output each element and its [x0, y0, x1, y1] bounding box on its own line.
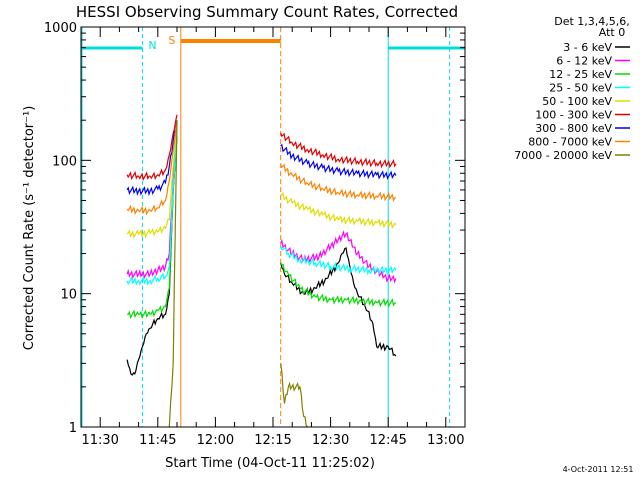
series-7000-20000-kev — [168, 120, 309, 428]
series-6-12-kev — [126, 129, 397, 284]
series-line-300-800-kev — [126, 120, 178, 197]
x-tick-label: 12:30 — [312, 433, 349, 448]
series-100-300-kev — [126, 114, 397, 182]
legend-label-3-6-kev: 3 - 6 keV — [563, 41, 612, 54]
legend-label-6-12-kev: 6 - 12 keV — [556, 55, 612, 68]
legend-label-7000-20000-kev: 7000 - 20000 keV — [514, 149, 612, 162]
y-tick-label: 100 — [52, 154, 77, 169]
series-300-800-kev — [126, 120, 397, 197]
x-tick-label: 13:00 — [427, 433, 464, 448]
series-3-6-kev — [126, 136, 397, 376]
x-tick-label: 11:45 — [139, 433, 176, 448]
series-line-6-12-kev — [280, 230, 397, 284]
legend-label-50-100-kev: 50 - 100 keV — [542, 95, 612, 108]
series-layer — [126, 114, 397, 428]
chart-title: HESSI Observing Summary Count Rates, Cor… — [76, 3, 458, 21]
series-line-50-100-kev — [280, 191, 397, 229]
series-line-25-50-kev — [126, 129, 178, 286]
series-800-7000-kev — [126, 123, 397, 216]
x-tick-label: 11:30 — [81, 433, 118, 448]
x-tick-label: 12:45 — [369, 433, 406, 448]
series-line-50-100-kev — [126, 126, 178, 239]
series-line-3-6-kev — [280, 247, 397, 357]
legend-header: Att 0 — [599, 26, 625, 39]
y-tick-label: 1 — [69, 421, 77, 436]
series-line-800-7000-kev — [280, 163, 397, 202]
series-25-50-kev — [126, 129, 397, 286]
series-line-12-25-kev — [127, 136, 178, 320]
axis-layer: 11:30 11:45 12:00 12:15 12:30 12:45 13:00 1 10 10… — [44, 21, 466, 448]
x-tick-label: 12:15 — [254, 433, 291, 448]
series-line-300-800-kev — [280, 143, 397, 180]
y-tick-label: 1000 — [44, 21, 77, 36]
series-line-25-50-kev — [280, 245, 397, 276]
legend-label-300-800-kev: 300 - 800 keV — [535, 122, 612, 135]
legend-label-25-50-kev: 25 - 50 keV — [549, 82, 612, 95]
x-axis-title: Start Time (04-Oct-11 11:25:02) — [165, 456, 375, 471]
night-flag-label: N — [148, 39, 156, 52]
y-tick-label: 10 — [60, 288, 77, 303]
x-tick-label: 12:00 — [197, 433, 234, 448]
series-line-7000-20000-kev — [168, 120, 178, 428]
footer-timestamp: 4-Oct-2011 12:51 — [563, 465, 634, 474]
series-line-3-6-kev — [126, 136, 178, 376]
legend-header: Det 1,3,4,5,6, — [554, 15, 630, 28]
series-line-800-7000-kev — [126, 123, 178, 216]
series-line-6-12-kev — [126, 129, 178, 280]
legend-label-800-7000-kev: 800 - 7000 keV — [528, 136, 612, 149]
series-line-7000-20000-kev — [280, 363, 309, 428]
saa-flag-label: S — [168, 34, 175, 47]
y-axis-title: Corrected Count Rate (s⁻¹ detector⁻¹) — [22, 106, 37, 351]
legend-label-100-300-kev: 100 - 300 keV — [535, 109, 612, 122]
series-12-25-kev — [127, 136, 396, 320]
series-50-100-kev — [126, 126, 397, 239]
plot-frame — [80, 26, 466, 428]
series-line-100-300-kev — [280, 132, 397, 169]
legend-label-12-25-kev: 12 - 25 keV — [549, 68, 612, 81]
series-line-100-300-kev — [126, 114, 178, 182]
series-line-12-25-kev — [280, 262, 396, 308]
